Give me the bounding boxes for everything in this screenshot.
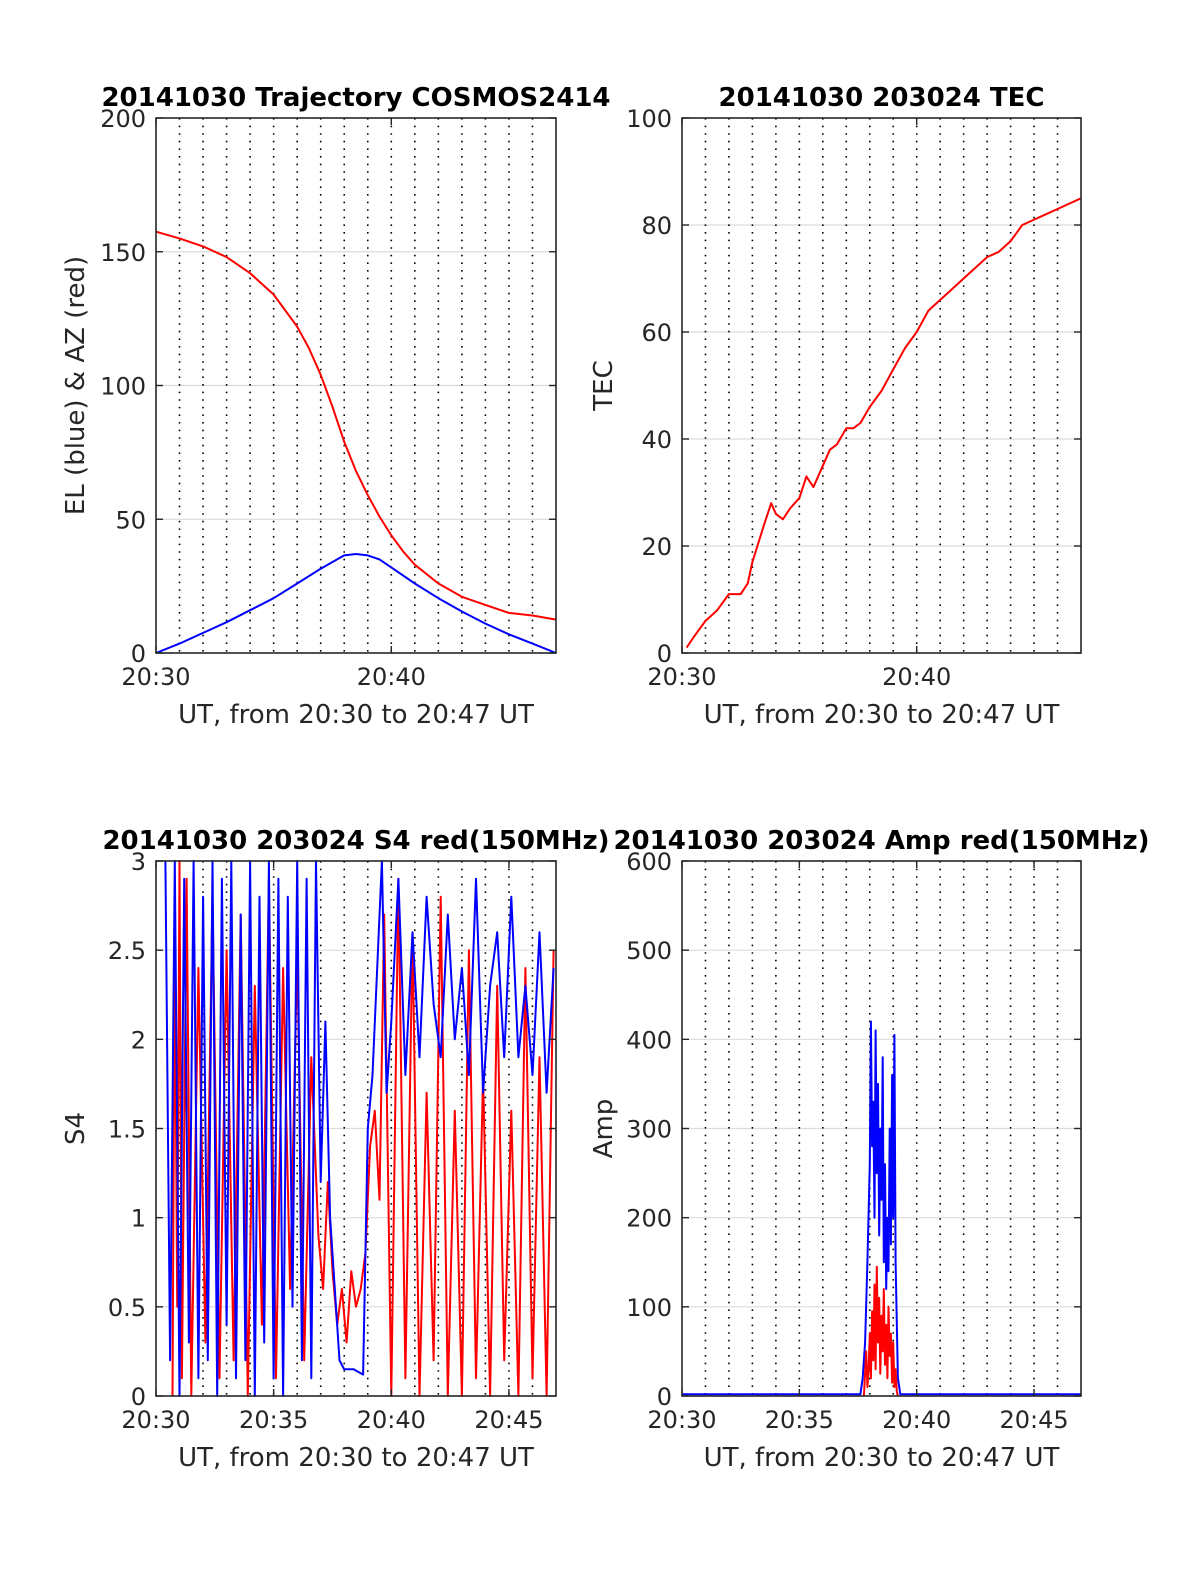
x-axis-label: UT, from 20:30 to 20:47 UT [704, 700, 1060, 730]
x-tick-label: 20:35 [239, 1406, 308, 1434]
y-tick-label: 400 [626, 1026, 672, 1054]
chart-title: 20141030 203024 TEC [719, 83, 1045, 113]
y-tick-label: 500 [626, 937, 672, 965]
y-axis-label: Amp [589, 1099, 619, 1159]
y-tick-label: 40 [641, 426, 672, 454]
y-axis-label: S4 [61, 1112, 91, 1145]
chart-title: 20141030 203024 Amp red(150MHz) [613, 826, 1149, 856]
y-tick-label: 20 [641, 533, 672, 561]
x-tick-label: 20:30 [121, 663, 190, 691]
y-tick-label: 150 [100, 239, 146, 267]
x-axis-label: UT, from 20:30 to 20:47 UT [178, 1443, 534, 1473]
series-line-az [155, 230, 557, 621]
y-tick-label: 600 [626, 848, 672, 876]
series-line-amp-blue [682, 1020, 1081, 1396]
x-tick-label: 20:30 [647, 1406, 716, 1434]
y-tick-label: 1.5 [108, 1116, 146, 1144]
y-axis-label: EL (blue) & AZ (red) [61, 256, 91, 515]
y-tick-label: 3 [131, 848, 146, 876]
chart-panel-3: 20:30 20:35 20:40 20:45 0 0.5 1 1.5 2 2.5 32014103… [61, 826, 610, 1473]
x-tick-label: 20:40 [882, 663, 951, 691]
y-tick-label: 0 [657, 640, 672, 668]
y-tick-label: 80 [641, 212, 672, 240]
y-tick-label: 60 [641, 319, 672, 347]
chart-panel-2: 20:30 20:40 0 20 40 60 80 100 20141030 203024 TE… [589, 83, 1082, 730]
series-line-s4-blue [164, 860, 555, 1397]
chart-panel-4: 20:30 20:35 20:40 20:45 0 100 200 300 400 500 6002… [589, 826, 1150, 1473]
chart-title: 20141030 Trajectory COSMOS2414 [101, 83, 610, 113]
y-tick-label: 0 [131, 1383, 146, 1411]
y-axis-label: TEC [589, 360, 619, 411]
x-tick-label: 20:40 [357, 663, 426, 691]
x-tick-label: 20:45 [999, 1406, 1068, 1434]
series-line-tec [685, 197, 1082, 649]
plot-area [682, 118, 1081, 653]
x-axis-label: UT, from 20:30 to 20:47 UT [704, 1443, 1060, 1473]
series-line-el [155, 553, 557, 654]
axes-box [681, 117, 1082, 654]
y-tick-label: 200 [100, 105, 146, 133]
y-tick-label: 100 [626, 105, 672, 133]
y-tick-label: 0 [657, 1383, 672, 1411]
y-tick-label: 0 [131, 640, 146, 668]
y-tick-label: 0.5 [108, 1294, 146, 1322]
y-tick-label: 50 [115, 506, 146, 534]
chart-title: 20141030 203024 S4 red(150MHz) [102, 826, 609, 856]
x-tick-label: 20:35 [765, 1406, 834, 1434]
y-tick-label: 300 [626, 1116, 672, 1144]
x-tick-label: 20:45 [474, 1406, 543, 1434]
x-tick-label: 20:30 [121, 1406, 190, 1434]
y-tick-label: 200 [626, 1205, 672, 1233]
x-tick-label: 20:40 [357, 1406, 426, 1434]
x-tick-label: 20:30 [647, 663, 716, 691]
y-tick-label: 1 [131, 1205, 146, 1233]
x-tick-label: 20:40 [882, 1406, 951, 1434]
y-tick-label: 2.5 [108, 937, 146, 965]
series-line-s4-red [171, 860, 555, 1397]
series-line-amp-red [862, 1265, 899, 1397]
x-axis-label: UT, from 20:30 to 20:47 UT [178, 700, 534, 730]
y-tick-label: 100 [100, 373, 146, 401]
y-tick-label: 100 [626, 1294, 672, 1322]
y-tick-label: 2 [131, 1026, 146, 1054]
